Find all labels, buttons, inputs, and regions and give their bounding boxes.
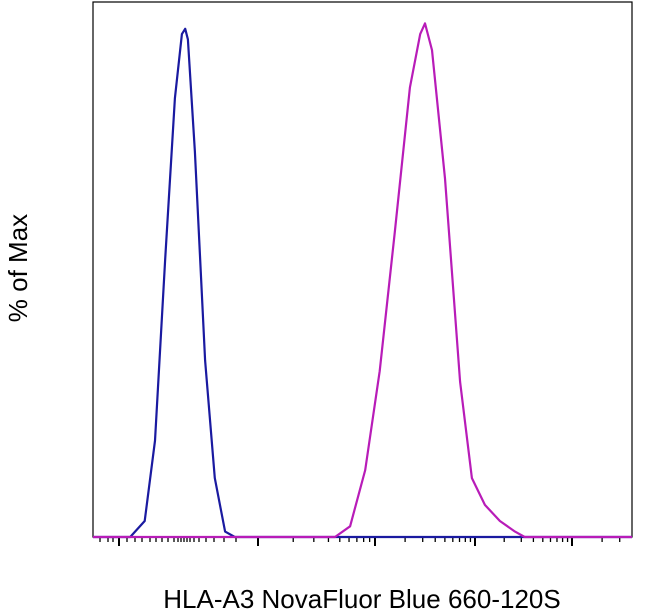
plot-frame bbox=[92, 1, 633, 538]
y-axis-label: % of Max bbox=[3, 214, 33, 322]
histogram-line bbox=[93, 22, 632, 539]
x-axis-label: HLA-A3 NovaFluor Blue 660-120S bbox=[163, 584, 560, 614]
x-axis-ticks bbox=[99, 537, 621, 546]
histogram-line bbox=[93, 27, 632, 539]
